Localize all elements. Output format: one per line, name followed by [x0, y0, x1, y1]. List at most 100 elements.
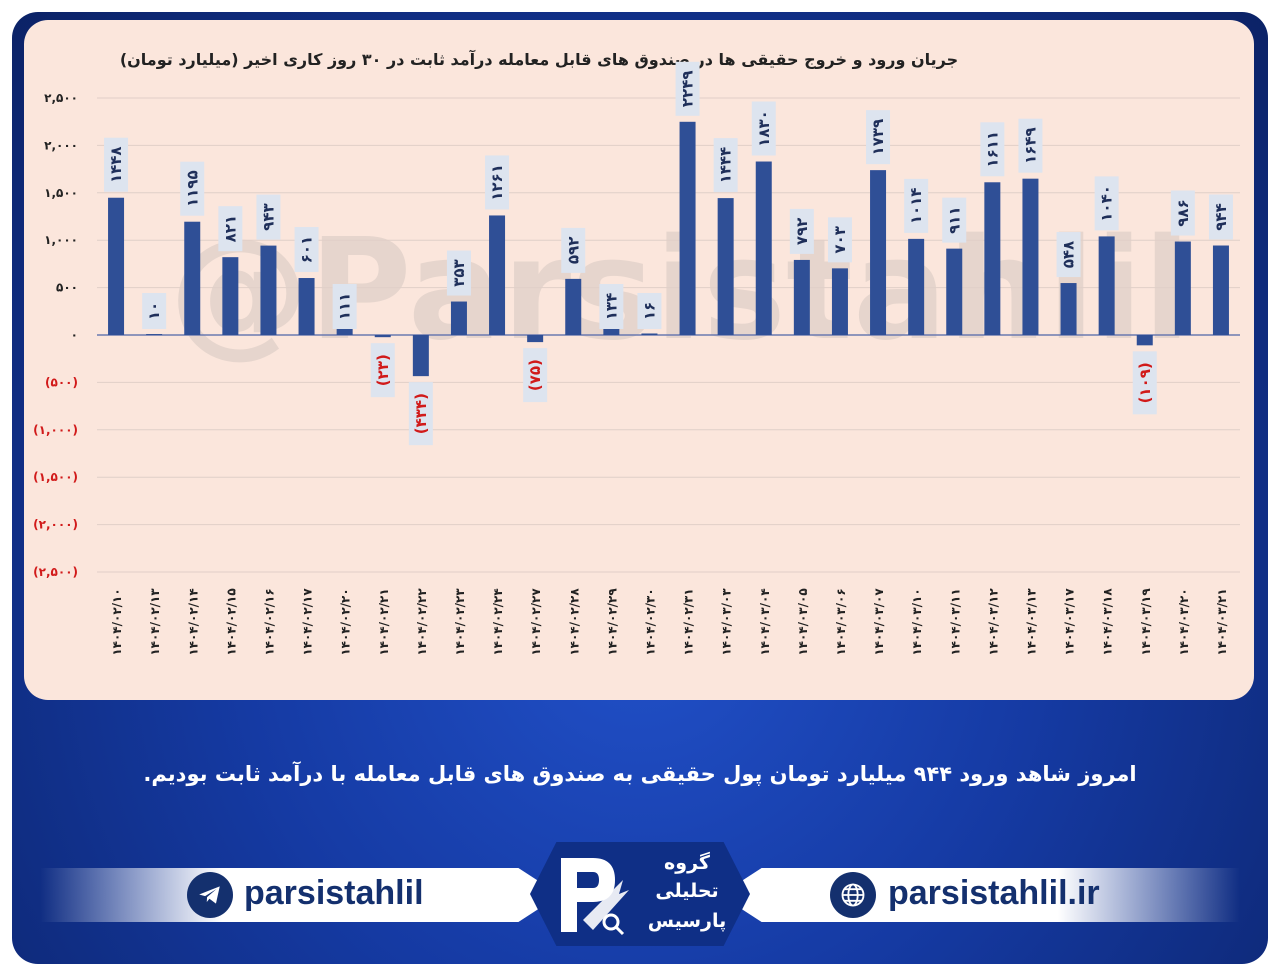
- data-label-text: ۳۵۳: [450, 259, 468, 286]
- x-tick-label-text: ۱۴۰۴/۰۲/۲۲: [415, 588, 429, 656]
- globe-icon[interactable]: [830, 872, 876, 918]
- data-label: ۱۰۴۰: [1094, 176, 1119, 231]
- data-label-box: [637, 293, 662, 329]
- x-tick-label-text: ۱۴۰۴/۰۳/۲۱: [1215, 588, 1229, 655]
- data-label-box: [523, 348, 548, 403]
- data-label-box: [1018, 118, 1043, 173]
- data-label-box: [294, 227, 319, 273]
- x-tick-label: ۱۴۰۴/۰۳/۱۸: [1101, 588, 1115, 656]
- data-label-text: ۹۱۱: [945, 206, 963, 233]
- x-tick-label: ۱۴۰۴/۰۳/۲۰: [1177, 588, 1191, 655]
- data-label: ۹۱۱: [942, 197, 967, 243]
- bar: [717, 198, 734, 335]
- data-label: ۱۷۳۹: [866, 110, 891, 165]
- data-label: ۱۴۴۴: [713, 138, 738, 193]
- bar: [527, 335, 544, 343]
- x-tick-label: ۱۴۰۴/۰۲/۲۲: [415, 588, 429, 656]
- bar: [450, 301, 467, 335]
- data-label-text: ۹۴۴: [1212, 203, 1230, 230]
- data-label-box: [942, 197, 967, 243]
- bar: [146, 334, 163, 336]
- data-label-text: ۱۰۴۰: [1098, 185, 1116, 222]
- chart-title: جریان ورود و خروج حقیقی ها در صندوق های …: [119, 50, 959, 69]
- data-label: ۶۰۱: [294, 227, 319, 273]
- bar: [298, 278, 315, 335]
- data-label-text: (۴۳۴): [412, 393, 430, 434]
- x-tick-label-text: ۱۴۰۴/۰۲/۱۷: [301, 588, 315, 656]
- x-tick-label: ۱۴۰۴/۰۳/۱۲: [986, 588, 1000, 656]
- data-label-text: ۱۶۱۱: [983, 131, 1001, 168]
- y-tick-label: ۰: [71, 328, 78, 342]
- data-label: (۱۰۹): [1132, 351, 1157, 415]
- x-tick-label-text: ۱۴۰۴/۰۳/۰۴: [758, 588, 772, 655]
- bar: [870, 170, 887, 335]
- x-tick-label: ۱۴۰۴/۰۲/۱۵: [224, 588, 238, 655]
- bar: [679, 121, 696, 335]
- x-tick-label: ۱۴۰۴/۰۳/۰۷: [872, 588, 886, 656]
- x-tick-label-text: ۱۴۰۴/۰۳/۰۶: [834, 588, 848, 655]
- data-label-box: [751, 101, 776, 156]
- x-tick-label: ۱۴۰۴/۰۲/۲۹: [605, 588, 619, 656]
- x-tick-label-text: ۱۴۰۴/۰۲/۱۳: [148, 588, 162, 656]
- data-label-box: [256, 194, 281, 240]
- x-tick-label-text: ۱۴۰۴/۰۲/۳۱: [682, 588, 696, 655]
- bar: [1022, 178, 1039, 335]
- x-tick-label: ۱۴۰۴/۰۲/۳۱: [682, 588, 696, 655]
- x-tick-label: ۱۴۰۴/۰۲/۲۴: [491, 588, 505, 655]
- data-label-box: [370, 343, 395, 398]
- bar: [222, 257, 239, 335]
- x-tick-label: ۱۴۰۴/۰۲/۱۳: [148, 588, 162, 656]
- bar: [412, 335, 429, 377]
- data-label-text: ۸۲۱: [221, 215, 239, 242]
- bar: [1060, 283, 1077, 335]
- x-tick-label-text: ۱۴۰۴/۰۳/۱۹: [1139, 588, 1153, 656]
- data-label-box: [980, 122, 1005, 177]
- x-tick-label-text: ۱۴۰۴/۰۳/۱۰: [910, 588, 924, 655]
- data-label-box: [561, 227, 586, 273]
- data-label-box: [332, 284, 357, 329]
- bar: [641, 333, 658, 335]
- chart-panel: [24, 20, 1254, 700]
- x-tick-label: ۱۴۰۴/۰۳/۱۱: [948, 588, 962, 655]
- data-label-box: [866, 110, 891, 165]
- data-label-text: ۵۹۲: [564, 237, 582, 264]
- data-label-text: ۱۰۱۴: [907, 188, 925, 225]
- data-label-text: ۱۴۴۴: [717, 147, 735, 184]
- x-axis-ticks: ۱۴۰۴/۰۲/۱۰ ۱۴۰۴/۰۲/۱۳ ۱۴۰۴/۰۲/۱۴ ۱۴۰۴/۰۲/۱۵…: [110, 588, 1229, 656]
- logo-text-line-3: پارسیس: [647, 910, 727, 932]
- data-label-box: [446, 250, 471, 296]
- bar: [831, 268, 848, 335]
- data-label-box: [104, 137, 129, 192]
- x-tick-label: ۱۴۰۴/۰۳/۰۴: [758, 588, 772, 655]
- x-tick-label-text: ۱۴۰۴/۰۳/۲۰: [1177, 588, 1191, 655]
- telegram-handle[interactable]: parsistahlil: [244, 874, 424, 912]
- x-tick-label-text: ۱۴۰۴/۰۲/۲۹: [605, 588, 619, 656]
- bar: [184, 221, 201, 335]
- data-label: ۵۴۸: [1056, 232, 1081, 278]
- x-tick-label-text: ۱۴۰۴/۰۲/۱۰: [110, 588, 124, 655]
- y-axis-ticks: ۲,۵۰۰ ۲,۰۰۰ ۱,۵۰۰ ۱,۰۰۰ ۵۰۰ ۰ (۵۰۰) (۱,۰۰۰) (۱,۵…: [33, 91, 78, 579]
- data-label-box: [1132, 351, 1157, 415]
- data-label-box: [1056, 232, 1081, 278]
- bar: [793, 259, 810, 335]
- data-label: ۹۴۳: [256, 194, 281, 240]
- data-label-text: ۱۸۳۰: [755, 110, 773, 147]
- x-tick-label: ۱۴۰۴/۰۲/۱۰: [110, 588, 124, 655]
- data-label: ۸۲۱: [218, 206, 243, 252]
- data-label-text: ۱۱۱: [336, 293, 354, 320]
- data-label-text: ۱۴۴۸: [107, 146, 125, 183]
- data-label: ۱۶۴۹: [1018, 118, 1043, 173]
- data-label-text: ۱۱۹۵: [183, 170, 201, 207]
- telegram-icon[interactable]: [187, 872, 233, 918]
- data-label-box: [827, 217, 852, 263]
- x-tick-label: ۱۴۰۴/۰۳/۱۳: [1024, 588, 1038, 656]
- x-tick-label-text: ۱۴۰۴/۰۲/۱۶: [262, 588, 276, 655]
- bar-chart: @Parsistahlil ۲,۵۰۰۲,۰۰۰۱,۵۰۰۱,۰۰۰۵۰۰۰(۵…: [33, 61, 1240, 656]
- data-label-text: (۲۳): [374, 354, 392, 386]
- data-label-text: ۵۴۸: [1060, 241, 1078, 268]
- x-tick-label: ۱۴۰۴/۰۲/۲۷: [529, 588, 543, 656]
- data-label: ۱۶: [637, 293, 662, 329]
- parsis-logo-icon: [561, 858, 629, 936]
- website-handle[interactable]: parsistahlil.ir: [888, 874, 1100, 912]
- data-label: ۷۰۳: [827, 217, 852, 263]
